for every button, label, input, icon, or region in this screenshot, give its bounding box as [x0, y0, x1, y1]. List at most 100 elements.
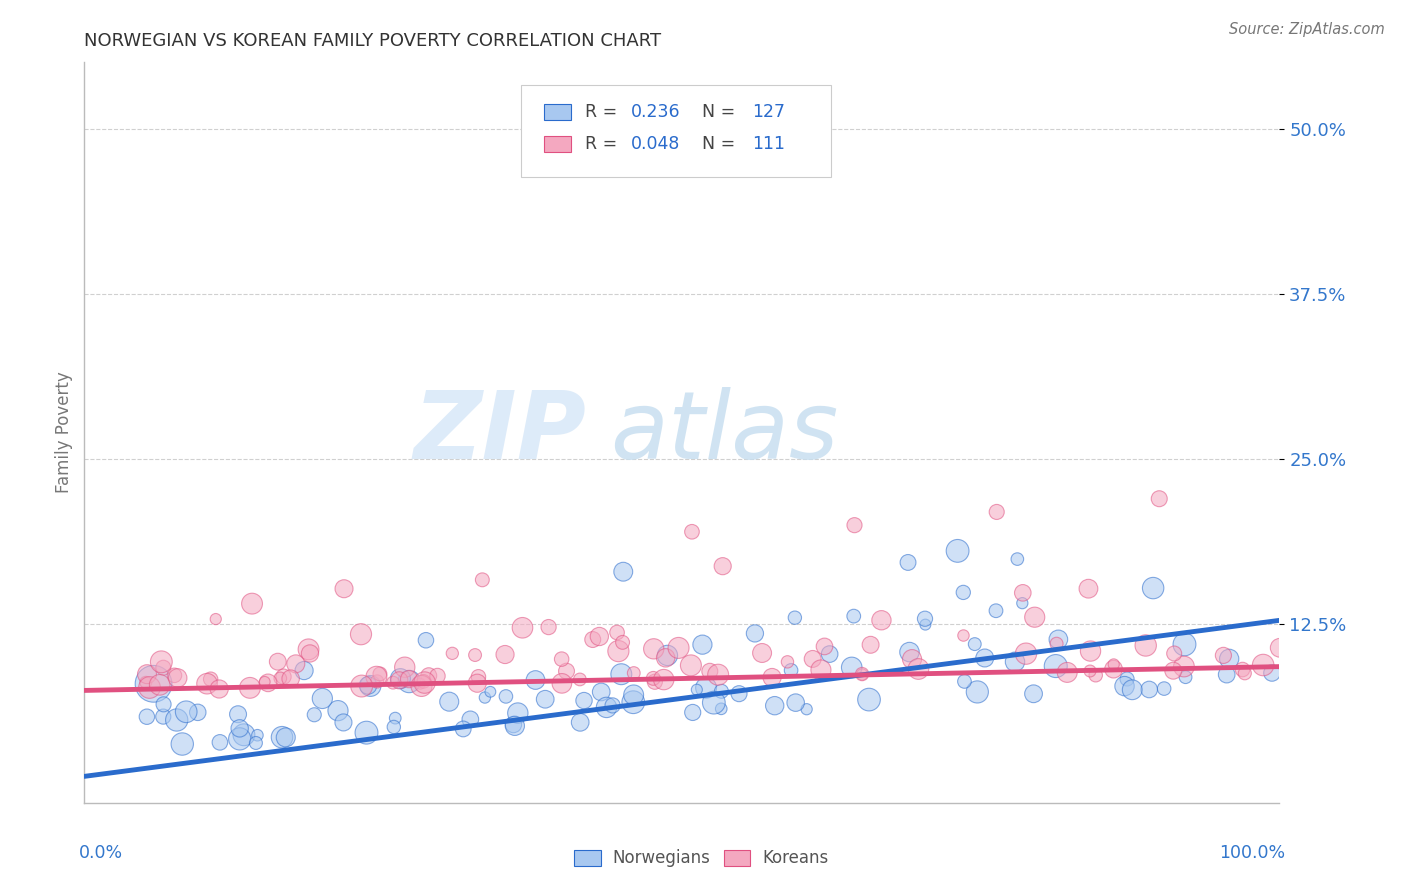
Point	[229, 674, 252, 689]
Text: ZIP: ZIP	[413, 386, 586, 479]
Point	[413, 684, 436, 698]
Point	[737, 665, 759, 680]
Point	[396, 524, 419, 539]
Point	[93, 671, 115, 685]
Point	[207, 679, 229, 693]
Text: N =: N =	[702, 103, 741, 121]
Point	[411, 667, 433, 681]
Point	[343, 685, 366, 699]
Point	[501, 638, 523, 652]
Point	[136, 597, 159, 611]
Point	[630, 644, 652, 658]
Point	[354, 667, 377, 681]
Point	[277, 685, 299, 699]
Point	[492, 518, 515, 533]
Point	[396, 706, 419, 720]
Point	[720, 663, 742, 677]
Point	[575, 505, 598, 519]
Point	[652, 672, 675, 686]
Point	[423, 687, 446, 701]
Point	[84, 698, 107, 712]
Point	[886, 445, 908, 459]
Point	[832, 660, 855, 674]
Point	[591, 586, 613, 600]
Point	[157, 731, 180, 745]
Point	[205, 678, 228, 692]
Point	[111, 676, 134, 690]
Point	[437, 646, 460, 660]
Point	[454, 664, 477, 678]
Text: Source: ZipAtlas.com: Source: ZipAtlas.com	[1229, 22, 1385, 37]
Text: N =: N =	[702, 135, 741, 153]
Point	[388, 640, 411, 655]
Point	[564, 685, 586, 699]
Point	[628, 582, 651, 596]
Point	[467, 652, 489, 666]
Point	[644, 657, 666, 672]
Point	[526, 652, 548, 666]
Point	[153, 672, 176, 686]
Point	[586, 655, 609, 669]
Point	[633, 668, 655, 682]
Point	[270, 670, 292, 684]
Point	[141, 728, 163, 742]
Point	[721, 666, 744, 681]
Point	[156, 670, 179, 684]
Point	[477, 647, 499, 661]
Point	[1053, 532, 1076, 546]
Bar	[724, 850, 749, 866]
Point	[75, 667, 97, 681]
Point	[304, 673, 326, 687]
Point	[240, 668, 263, 682]
Point	[96, 737, 118, 751]
Point	[273, 573, 295, 587]
Point	[172, 647, 194, 661]
Point	[533, 612, 555, 626]
Point	[529, 662, 551, 676]
Point	[219, 675, 242, 690]
Point	[838, 564, 860, 578]
Point	[129, 722, 152, 736]
Point	[179, 691, 201, 706]
Point	[75, 675, 97, 690]
Point	[191, 582, 214, 596]
Point	[211, 674, 233, 689]
Point	[332, 693, 354, 707]
Point	[269, 648, 291, 662]
Point	[239, 675, 262, 690]
Point	[352, 625, 374, 640]
Point	[630, 664, 652, 678]
Bar	[544, 136, 571, 152]
Point	[679, 647, 702, 661]
Point	[685, 659, 707, 673]
Text: 0.236: 0.236	[630, 103, 681, 121]
Point	[112, 672, 135, 686]
Point	[381, 650, 404, 665]
Point	[471, 663, 494, 677]
Point	[346, 700, 368, 714]
Point	[270, 676, 292, 690]
Point	[596, 687, 619, 701]
Point	[666, 581, 689, 595]
Point	[949, 639, 972, 653]
Point	[91, 668, 114, 682]
Text: 0.0%: 0.0%	[79, 844, 122, 862]
Point	[191, 715, 214, 730]
Point	[662, 639, 685, 653]
Bar	[575, 850, 600, 866]
Point	[226, 660, 249, 674]
Text: R =: R =	[585, 135, 623, 153]
Point	[253, 695, 276, 709]
Point	[474, 640, 496, 654]
Point	[404, 681, 426, 695]
Point	[105, 706, 128, 720]
Point	[342, 630, 364, 644]
Point	[673, 681, 696, 696]
Point	[749, 674, 772, 689]
Point	[406, 665, 429, 679]
Text: R =: R =	[585, 103, 623, 121]
Point	[413, 559, 436, 574]
Point	[170, 642, 193, 657]
Point	[612, 632, 634, 647]
Point	[129, 707, 152, 722]
